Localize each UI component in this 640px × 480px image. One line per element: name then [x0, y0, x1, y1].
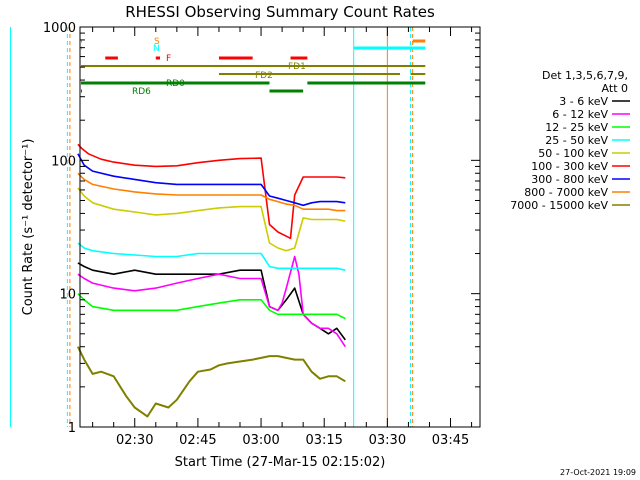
flag-bar-fd2-segment-0 [218, 73, 400, 75]
flag-bar-s-segment-0 [81, 39, 82, 43]
x-tick-label-5: 03:45 [432, 433, 469, 448]
flag-label-s: S [154, 37, 160, 47]
flag-bar-f-segment-3 [290, 56, 308, 60]
legend-label-3: 25 - 50 keV [545, 134, 608, 147]
flag-bar-rd0-segment-1 [307, 81, 426, 85]
flag-label-n: N [153, 44, 160, 54]
plot-frame [79, 26, 481, 428]
flag-label-fd1: FD1 [288, 62, 306, 72]
x-tick-label-4: 03:30 [369, 433, 406, 448]
y-tick-label-1: 10 [59, 288, 76, 303]
legend-label-2: 12 - 25 keV [545, 121, 608, 134]
y-tick-label-0: 1 [68, 421, 76, 436]
series-line-1 [77, 255, 346, 348]
x-tick-label-1: 02:45 [179, 433, 216, 448]
legend-label-7: 800 - 7000 keV [524, 186, 608, 199]
flag-bar-fd1-segment-0 [81, 65, 426, 67]
series-line-5 [77, 143, 346, 240]
flag-bar-f-segment-0 [105, 56, 118, 60]
series-line-2 [77, 293, 346, 320]
flag-bar-rd0-segment-0 [81, 81, 270, 85]
legend-label-6: 300 - 800 keV [531, 173, 608, 186]
flag-bar-fd2-segment-1 [410, 73, 426, 75]
legend-header-line-1: Det 1,3,5,6,7,9, [542, 69, 628, 82]
legend-header-line-2: Att 0 [602, 82, 628, 95]
legend-label-5: 100 - 300 keV [531, 160, 608, 173]
series-line-3 [77, 242, 346, 271]
plot-area: SNF FD1 FD2 RD0 RD6 [10, 27, 426, 427]
flag-label-rd0: RD0 [166, 79, 185, 89]
legend-label-0: 3 - 6 keV [559, 95, 608, 108]
chart-title: RHESSI Observing Summary Count Rates [125, 3, 435, 21]
series-line-4 [77, 187, 346, 252]
y-axis-label: Count Rate (s⁻¹ detector⁻¹) [21, 139, 36, 316]
legend-label-4: 50 - 100 keV [538, 147, 608, 160]
series-line-7 [77, 172, 346, 212]
x-tick-label-0: 02:30 [116, 433, 153, 448]
y-axis: 1 10 100 1000 [43, 21, 480, 436]
x-tick-label-3: 03:15 [305, 433, 342, 448]
legend-label-1: 6 - 12 keV [552, 108, 608, 121]
series-line-6 [77, 153, 346, 207]
series-line-8 [77, 346, 346, 418]
legend-label-8: 7000 - 15000 keV [510, 199, 608, 212]
y-tick-label-2: 100 [51, 154, 76, 169]
flag-label-f: F [166, 54, 171, 64]
timestamp: 27-Oct-2021 19:09 [560, 468, 636, 477]
flag-label-fd2: FD2 [255, 71, 273, 81]
x-tick-label-2: 03:00 [242, 433, 279, 448]
series-line-0 [77, 262, 346, 341]
flag-bar-rd6-segment-1 [269, 89, 304, 93]
x-axis-label: Start Time (27-Mar-15 02:15:02) [175, 455, 386, 470]
flag-bar-n-segment-1 [353, 46, 426, 50]
flag-bar-rd6-segment-0 [81, 89, 82, 93]
flag-bar-f-segment-2 [218, 56, 253, 60]
x-axis: 02:30 02:45 03:00 03:15 03:30 03:45 [92, 27, 473, 448]
y-tick-label-3: 1000 [43, 21, 76, 36]
flag-bar-f-segment-1 [155, 56, 160, 60]
flag-bar-s-segment-1 [412, 39, 426, 43]
flag-label-rd6: RD6 [132, 87, 151, 97]
